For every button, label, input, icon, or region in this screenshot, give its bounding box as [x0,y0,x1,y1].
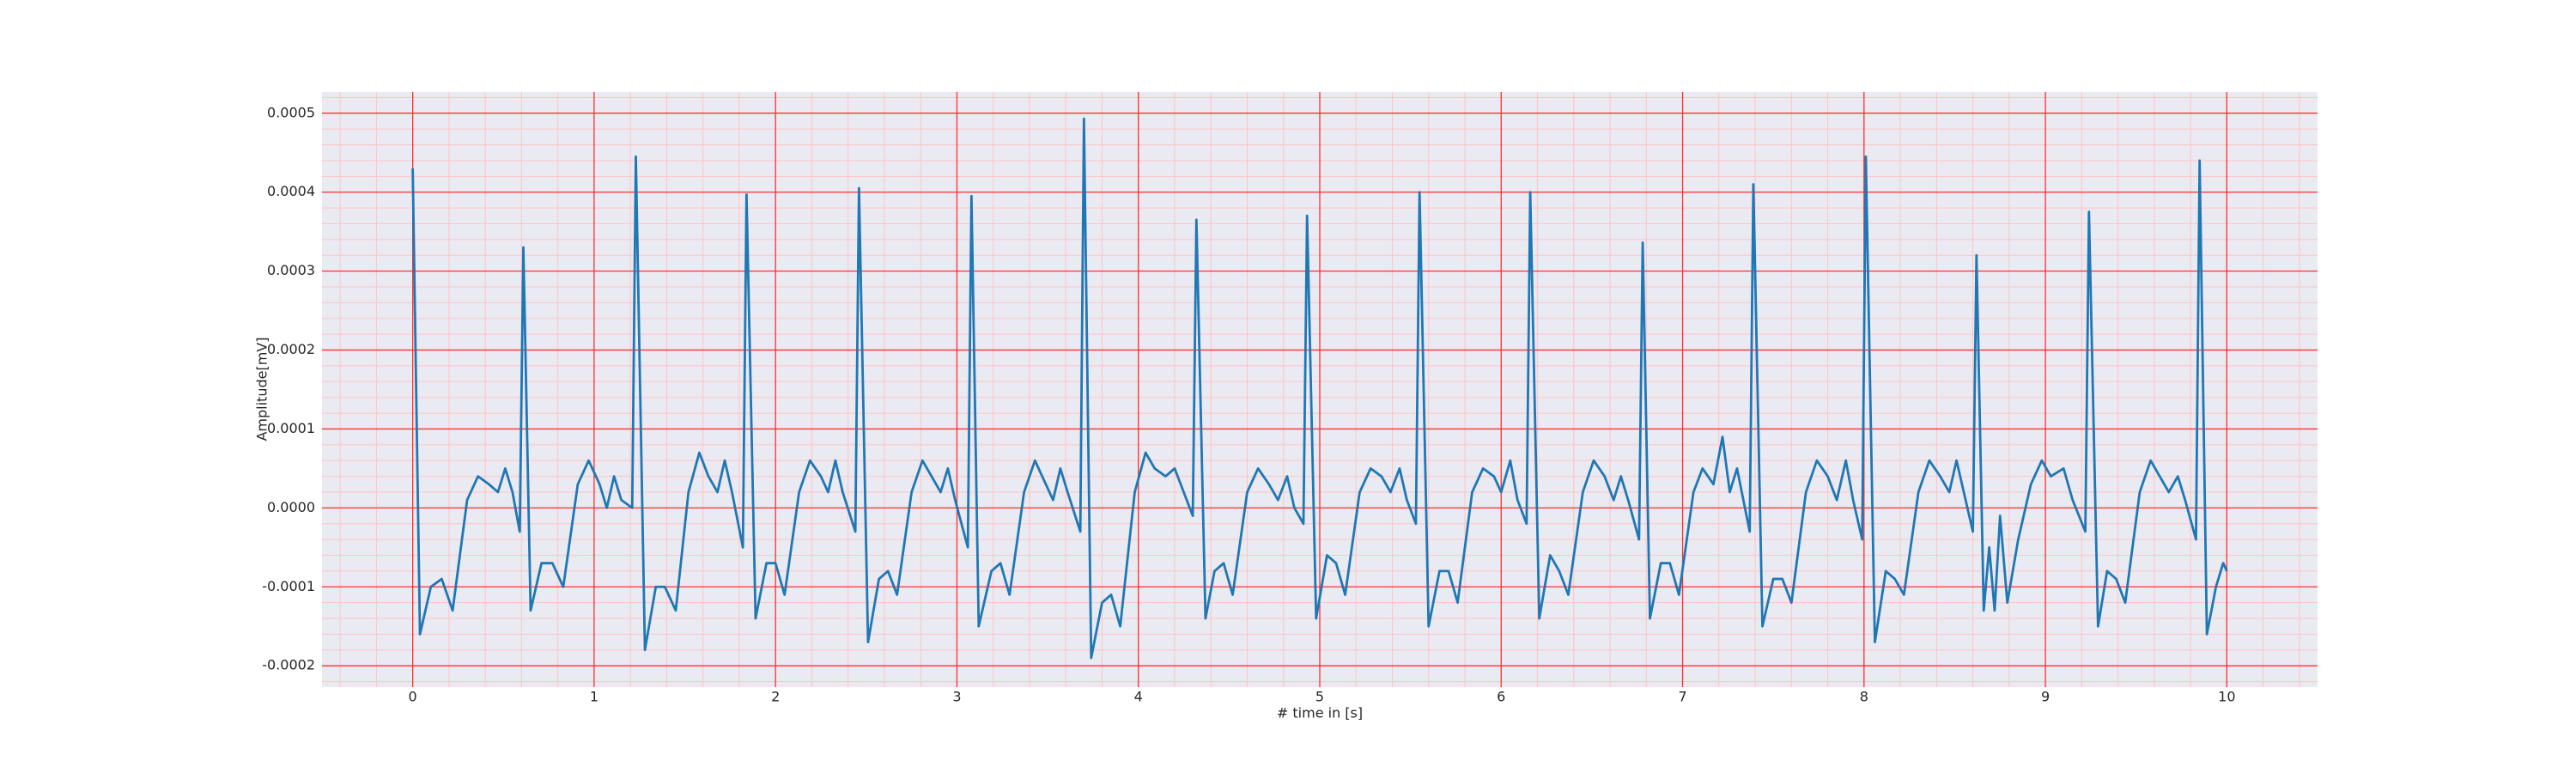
y-axis-label: Amplitude[mV] [254,337,270,441]
x-tick-label: 6 [1497,689,1505,705]
y-tick-label: 0.0001 [267,420,315,436]
y-tick-label: 0.0004 [267,183,315,199]
x-tick-label: 10 [2218,689,2235,705]
marks [411,117,2228,660]
y-tick-label: -0.0002 [262,657,315,673]
y-tick-label: 0.0003 [267,262,315,278]
x-tick-label: 7 [1678,689,1686,705]
x-axis-label: # time in [s] [1277,705,1363,721]
data-line [411,117,2228,660]
x-tick-label: 0 [409,689,417,705]
x-tick-label: 1 [590,689,598,705]
x-tick-label: 8 [1860,689,1868,705]
x-tick-label: 2 [771,689,780,705]
y-tick-label: 0.0002 [267,341,315,357]
y-tick-label: 0.0000 [267,499,315,515]
x-tick-label: 5 [1315,689,1324,705]
x-tick-label: 4 [1134,689,1143,705]
y-tick-label: 0.0005 [267,104,315,120]
x-tick-label: 9 [2041,689,2050,705]
y-tick-label: -0.0001 [262,578,315,594]
x-tick-label: 3 [952,689,961,705]
